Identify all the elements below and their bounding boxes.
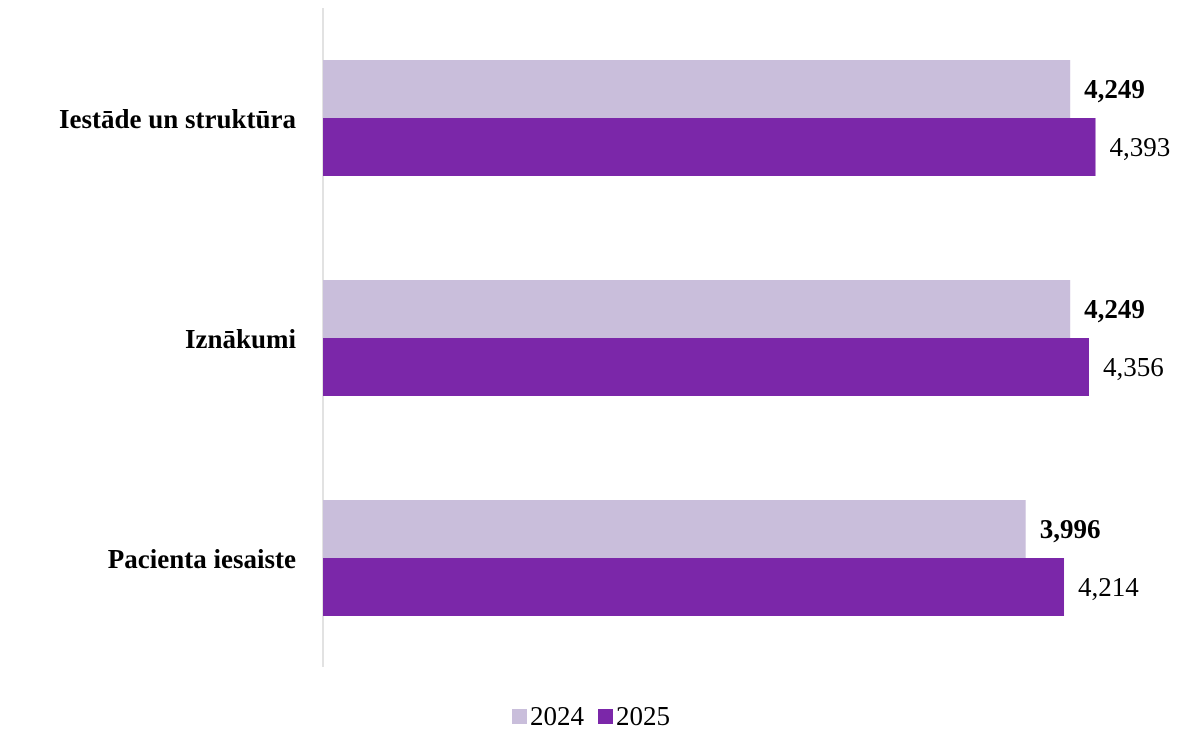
legend-swatch-2024 [512, 708, 527, 724]
category-label: Iznākumi [185, 324, 297, 354]
data-label-2025: 4,393 [1110, 132, 1171, 162]
legend-swatch-2025 [598, 708, 613, 724]
chart-legend: 2024 2025 [0, 700, 1182, 732]
bar-2024 [323, 60, 1071, 118]
bar-2024 [323, 500, 1026, 558]
bar-2025 [323, 338, 1090, 396]
legend-label-2025: 2025 [616, 700, 670, 731]
bar-2024 [323, 280, 1071, 338]
data-label-2024: 3,996 [1040, 514, 1101, 544]
data-label-2024: 4,249 [1084, 74, 1145, 104]
category-label: Pacienta iesaiste [108, 544, 296, 574]
bar-2025 [323, 558, 1065, 616]
legend-label-2024: 2024 [530, 700, 584, 731]
legend-item-2024: 2024 [512, 701, 584, 732]
bar-2025 [323, 118, 1096, 176]
category-label: Iestāde un struktūra [59, 104, 297, 134]
data-label-2024: 4,249 [1084, 294, 1145, 324]
data-label-2025: 4,214 [1078, 572, 1139, 602]
legend-item-2025: 2025 [598, 701, 670, 732]
data-label-2025: 4,356 [1103, 352, 1164, 382]
